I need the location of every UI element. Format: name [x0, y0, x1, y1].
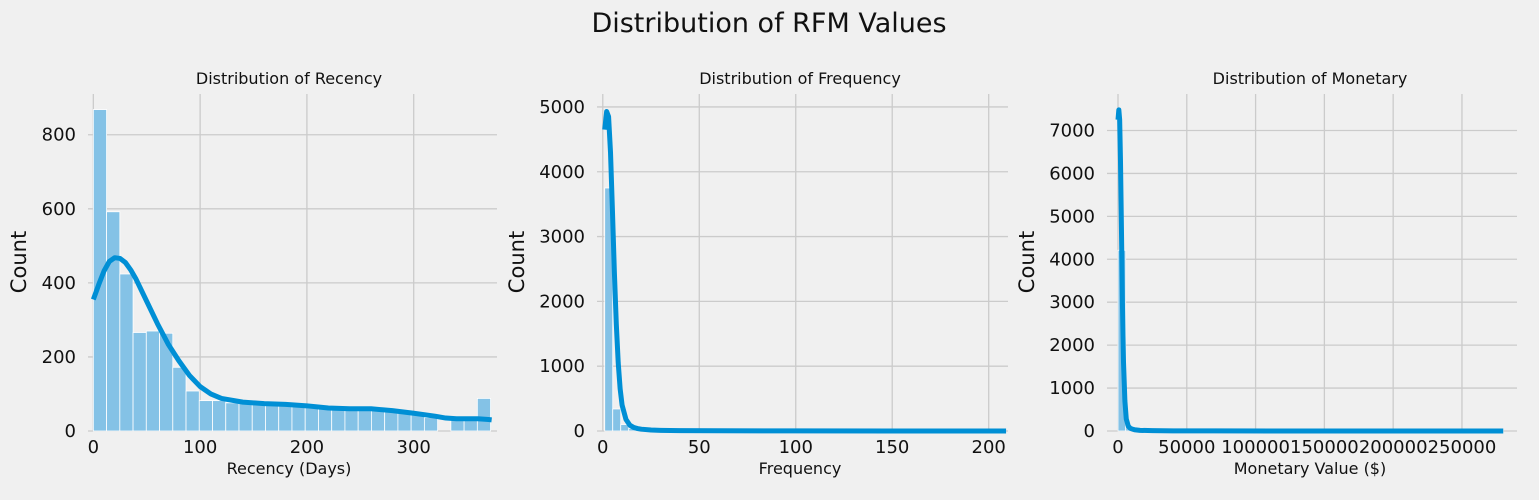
recency-histogram-bar — [331, 407, 346, 432]
recency-x-tick-label: 200 — [290, 437, 324, 458]
recency-histogram-bar — [238, 403, 253, 432]
frequency-histogram-bar — [604, 187, 614, 432]
frequency-x-tick-label: 100 — [779, 437, 813, 458]
monetary-grid — [1107, 94, 1517, 432]
recency-x-tick-label: 100 — [183, 437, 217, 458]
recency-histogram-bar — [185, 390, 200, 432]
frequency-grid — [597, 94, 1008, 432]
recency-y-tick-label: 800 — [42, 125, 76, 146]
recency-y-axis-label: Count — [7, 231, 31, 293]
recency-x-tick-label: 0 — [88, 437, 99, 458]
frequency-histogram-bar — [612, 408, 622, 432]
recency-histogram-bar — [225, 402, 240, 432]
recency-histogram-bar — [397, 412, 412, 432]
recency-x-axis-label: Recency (Days) — [227, 459, 352, 478]
monetary-y-tick-label: 5000 — [1049, 206, 1095, 227]
recency-y-tick-label: 0 — [65, 421, 76, 442]
recency-kde-line — [90, 255, 492, 423]
monetary-y-tick-label: 7000 — [1049, 120, 1095, 141]
monetary-x-tick-label: 200000 — [1359, 437, 1428, 458]
frequency-panel: Distribution of Frequency Frequency Coun… — [505, 69, 1008, 478]
recency-panel-title: Distribution of Recency — [196, 69, 382, 88]
frequency-y-axis-label: Count — [505, 231, 529, 293]
frequency-x-tick-label: 200 — [972, 437, 1006, 458]
frequency-histogram — [604, 187, 1006, 432]
recency-histogram-bar — [119, 273, 134, 432]
frequency-kde-line — [602, 109, 1007, 434]
frequency-y-tick-label: 1000 — [539, 356, 585, 377]
monetary-y-tick-label: 4000 — [1049, 249, 1095, 270]
monetary-x-tick-label: 150000 — [1290, 437, 1359, 458]
monetary-histogram — [1117, 249, 1504, 432]
recency-panel: Distribution of Recency Recency (Days) C… — [7, 69, 497, 478]
monetary-panel-title: Distribution of Monetary — [1213, 69, 1408, 88]
recency-histogram-bar — [423, 417, 439, 432]
figure-title: Distribution of RFM Values — [591, 8, 946, 39]
frequency-y-tick-label: 4000 — [539, 162, 585, 183]
frequency-y-tick-label: 3000 — [539, 227, 585, 248]
recency-histogram-bar — [318, 407, 333, 432]
monetary-x-tick-label: 0 — [1112, 437, 1123, 458]
recency-histogram-bar — [265, 403, 280, 432]
frequency-y-tick-label: 5000 — [539, 97, 585, 118]
frequency-histogram-bar — [620, 424, 630, 432]
recency-y-tick-label: 600 — [42, 199, 76, 220]
recency-histogram-bar — [384, 411, 399, 432]
recency-histogram-bar — [344, 407, 359, 432]
frequency-y-tick-label: 2000 — [539, 291, 585, 312]
monetary-x-tick-label: 100000 — [1221, 437, 1290, 458]
recency-histogram — [92, 109, 491, 432]
recency-histogram-bar — [172, 366, 187, 432]
recency-histogram-bar — [357, 407, 372, 432]
recency-histogram-bar — [145, 330, 160, 432]
monetary-y-tick-label: 0 — [1084, 421, 1095, 442]
frequency-x-tick-label: 50 — [688, 437, 711, 458]
monetary-y-tick-label: 3000 — [1049, 292, 1095, 313]
monetary-y-tick-label: 1000 — [1049, 378, 1095, 399]
frequency-x-tick-label: 150 — [875, 437, 909, 458]
monetary-x-axis-label: Monetary Value ($) — [1234, 459, 1386, 478]
recency-y-tick-label: 400 — [42, 273, 76, 294]
recency-x-tick-label: 300 — [397, 437, 431, 458]
frequency-panel-title: Distribution of Frequency — [699, 69, 901, 88]
monetary-y-axis-label: Count — [1015, 231, 1039, 293]
recency-histogram-bar — [304, 406, 319, 432]
recency-histogram-bar — [251, 403, 266, 432]
recency-histogram-bar — [291, 404, 306, 432]
frequency-y-tick-label: 0 — [574, 421, 585, 442]
recency-histogram-bar — [212, 400, 227, 432]
recency-y-tick-label: 200 — [42, 347, 76, 368]
frequency-x-tick-label: 0 — [597, 437, 608, 458]
recency-histogram-bar — [106, 211, 121, 432]
monetary-x-tick-label: 250000 — [1428, 437, 1497, 458]
frequency-x-axis-label: Frequency — [759, 459, 842, 478]
monetary-panel: Distribution of Monetary Monetary Value … — [1015, 69, 1517, 478]
monetary-y-tick-label: 2000 — [1049, 335, 1095, 356]
recency-histogram-bar — [132, 332, 147, 432]
monetary-x-tick-label: 50000 — [1158, 437, 1215, 458]
recency-histogram-bar — [198, 400, 213, 432]
recency-histogram-bar — [278, 403, 293, 432]
recency-histogram-bar — [476, 398, 491, 432]
monetary-kde-line — [1115, 107, 1504, 434]
monetary-y-tick-label: 6000 — [1049, 163, 1095, 184]
